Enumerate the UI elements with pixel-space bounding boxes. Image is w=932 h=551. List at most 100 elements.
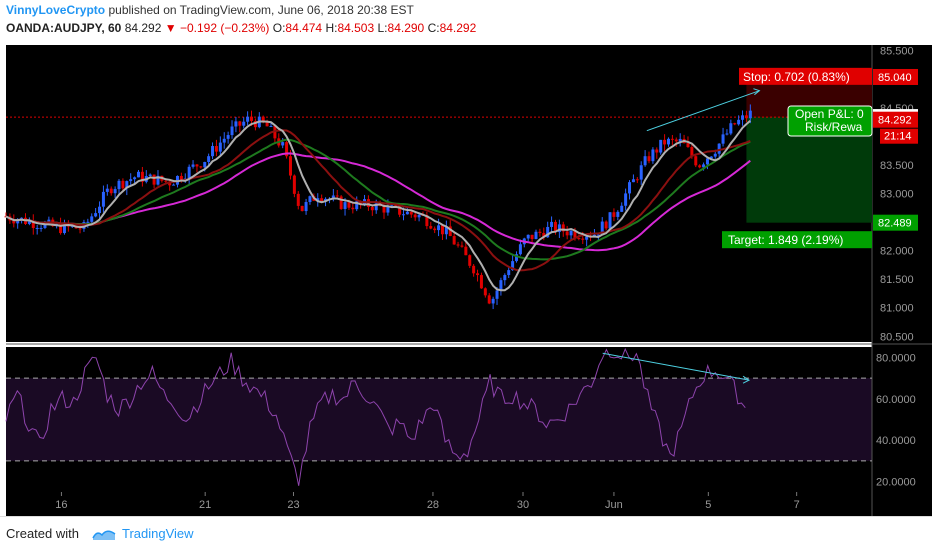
candle-body — [288, 156, 292, 176]
candle-body — [561, 224, 565, 232]
candle-body — [117, 180, 121, 190]
candle-body — [666, 138, 670, 145]
candle-body — [526, 234, 530, 239]
candle-body — [269, 126, 273, 128]
candle-body — [651, 149, 655, 162]
candle-body — [448, 226, 452, 237]
candle-body — [624, 193, 628, 206]
candle-body — [253, 120, 257, 128]
author-link[interactable]: VinnyLoveCrypto — [6, 3, 106, 17]
ma-red-line — [5, 129, 751, 272]
candle-body — [705, 158, 709, 165]
candle-body — [218, 142, 222, 152]
countdown-bg — [880, 128, 918, 144]
position-rr-label: Risk/Rewa — [805, 120, 863, 134]
candle-body — [191, 164, 195, 167]
candle-body — [663, 139, 667, 145]
candle-body — [409, 211, 413, 215]
candle-body — [78, 228, 82, 230]
candle-body — [604, 221, 608, 229]
candle-body — [226, 135, 230, 139]
candle-body — [464, 246, 468, 256]
candle-body — [324, 198, 328, 202]
candle-body — [31, 220, 35, 228]
tradingview-link[interactable]: TradingView — [122, 526, 194, 541]
candle-body — [43, 222, 47, 228]
candle-body — [538, 231, 542, 233]
candle-body — [721, 134, 725, 144]
rsi-trend-arrow-icon — [742, 375, 751, 384]
candle-body — [530, 234, 534, 240]
candle-body — [460, 245, 464, 247]
candle-body — [308, 196, 312, 203]
candle-body — [476, 273, 480, 276]
candle-body — [694, 156, 698, 166]
target-label-bg — [722, 231, 872, 249]
candle-body — [121, 180, 125, 189]
candle-body — [468, 255, 472, 266]
candle-body — [335, 195, 339, 197]
price-tick-label: 83.000 — [880, 189, 914, 201]
low-value: 84.290 — [387, 21, 425, 35]
price-trend-line — [646, 90, 760, 132]
ohlc-header: OANDA:AUDJPY, 60 84.292 ▼ −0.192 (−0.23%… — [6, 21, 476, 35]
candle-body — [27, 220, 31, 224]
candle-body — [94, 213, 98, 217]
candle-body — [355, 201, 359, 210]
candle-body — [214, 146, 218, 152]
footer-bar: Created with TradingView — [0, 516, 932, 551]
candle-body — [35, 227, 39, 229]
rsi-tick-label: 20.0000 — [876, 477, 916, 489]
rsi-band-fill — [6, 378, 872, 461]
candle-body — [557, 224, 561, 233]
time-tick-label: 23 — [287, 499, 299, 511]
candle-body — [296, 193, 300, 206]
candle-body — [686, 143, 690, 148]
candle-body — [12, 220, 16, 224]
candle-body — [635, 179, 639, 181]
target-price-tag-bg — [873, 214, 918, 231]
candle-body — [503, 275, 507, 281]
tradingview-logo-icon — [92, 530, 116, 540]
candle-body — [659, 139, 663, 153]
candle-body — [702, 164, 706, 168]
candle-body — [608, 212, 612, 229]
candle-body — [534, 231, 538, 240]
candle-body — [292, 175, 296, 194]
candle-body — [331, 195, 335, 199]
ma-mid-line — [5, 138, 751, 261]
candle-body — [105, 188, 109, 192]
time-tick-label: 16 — [55, 499, 67, 511]
price-trend-arrow-icon — [753, 88, 761, 96]
candle-body — [491, 298, 495, 304]
candle-body — [709, 156, 713, 159]
time-tick-label: 5 — [705, 499, 711, 511]
candle-body — [374, 203, 378, 211]
candle-body — [413, 214, 417, 218]
candle-body — [398, 205, 402, 215]
candle-body — [542, 232, 546, 238]
candle-body — [507, 270, 511, 276]
chart-area[interactable]: 85.50085.00084.50084.00083.50083.00082.5… — [0, 40, 932, 516]
candle-body — [390, 205, 394, 207]
candle-body — [581, 238, 585, 240]
candle-body — [479, 275, 483, 289]
price-tick-label: 81.000 — [880, 303, 914, 315]
candle-body — [136, 171, 140, 178]
candle-body — [565, 231, 569, 236]
price-tick-label: 81.500 — [880, 274, 914, 286]
candle-body — [495, 290, 499, 299]
candle-body — [437, 225, 441, 231]
candle-body — [511, 261, 515, 271]
rsi-tick-label: 60.0000 — [876, 394, 916, 406]
candle-body — [101, 191, 105, 207]
candle-body — [596, 234, 600, 236]
symbol-label[interactable]: OANDA:AUDJPY, 60 — [6, 21, 122, 35]
candle-body — [670, 138, 674, 140]
candle-body — [156, 175, 160, 185]
candle-body — [86, 221, 90, 223]
low-label: L: — [377, 21, 388, 35]
last-price: 84.292 — [124, 21, 162, 35]
candle-body — [238, 121, 242, 126]
candle-body — [585, 236, 589, 240]
